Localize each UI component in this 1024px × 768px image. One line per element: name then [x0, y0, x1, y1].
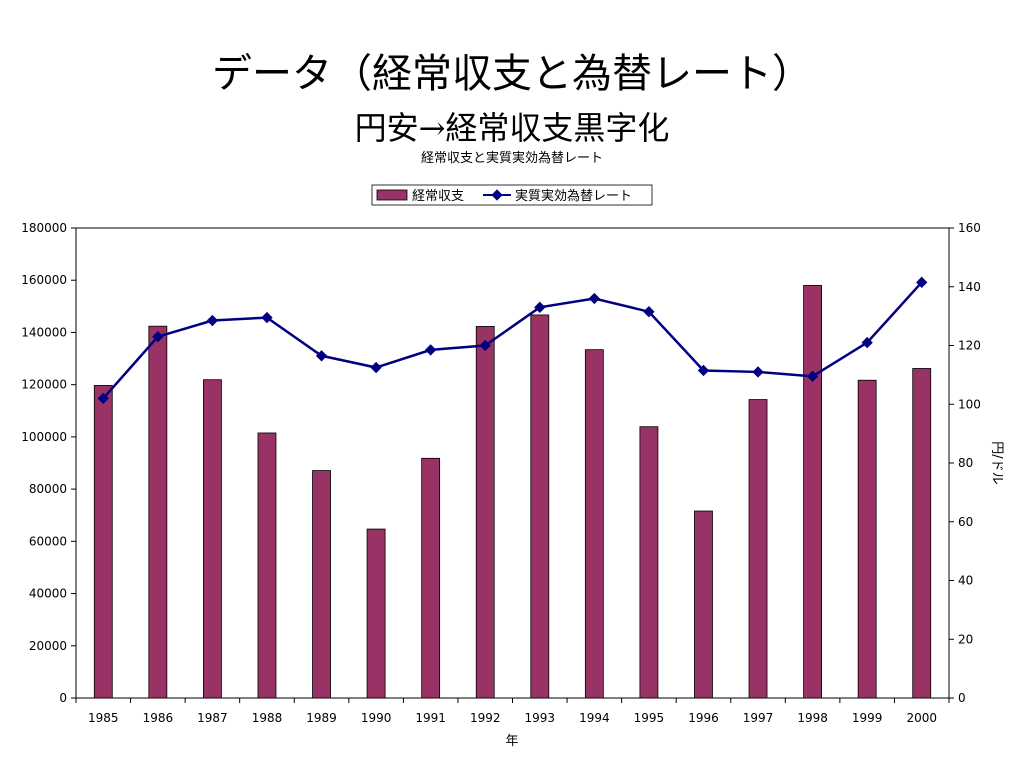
bar-1998 [803, 285, 822, 699]
line-point-1996 [697, 364, 710, 377]
y-tick-label: 120000 [21, 378, 67, 392]
y2-tick-label: 20 [958, 632, 973, 646]
bar-1986 [148, 325, 168, 699]
y2-tick-label: 40 [958, 574, 973, 588]
bar-1993 [530, 314, 550, 699]
x-tick-label: 1995 [634, 711, 665, 725]
x-tick-label: 1994 [579, 711, 610, 725]
y-tick-label: 40000 [29, 587, 67, 601]
legend-label-bar: 経常収支 [412, 189, 464, 204]
legend-swatch-bar [376, 189, 408, 201]
y-tick-label: 100000 [21, 430, 67, 444]
y2-tick-label: 120 [958, 339, 981, 353]
line-point-1992 [479, 339, 491, 352]
bar-1987 [203, 379, 222, 699]
y-tick-label: 80000 [29, 482, 67, 496]
bar-1985 [93, 385, 113, 699]
bar-1988 [257, 432, 277, 699]
x-axis-title: 年 [505, 734, 518, 749]
bar-1994 [584, 349, 604, 699]
x-tick-label: 1988 [252, 711, 283, 725]
x-tick-label: 1998 [797, 711, 828, 725]
x-tick-label: 1986 [143, 711, 174, 725]
slide-title: データ（経常収支と為替レート） [212, 51, 812, 97]
x-tick-label: 1997 [743, 711, 774, 725]
line-point-1988 [261, 311, 273, 324]
y2-tick-label: 0 [958, 691, 966, 705]
y-tick-label: 60000 [29, 534, 67, 548]
y2-tick-label: 140 [958, 280, 981, 294]
legend-box [371, 184, 653, 206]
line-point-1993 [534, 301, 546, 313]
x-tick-label: 1990 [361, 711, 392, 725]
line-point-1990 [370, 361, 382, 374]
chart-title: 経常収支と実質実効為替レート [421, 150, 603, 166]
x-tick-label: 1991 [415, 711, 446, 725]
y2-tick-label: 80 [958, 456, 973, 470]
bar-2000 [912, 368, 932, 699]
bar-1997 [748, 399, 768, 699]
bar-1991 [421, 457, 441, 699]
x-tick-label: 1985 [88, 711, 119, 725]
x-tick-label: 1999 [852, 711, 883, 725]
line-point-1998 [806, 370, 819, 383]
x-tick-label: 1992 [470, 711, 501, 725]
y-tick-label: 140000 [21, 325, 67, 339]
bar-1996 [694, 510, 713, 699]
line-point-1997 [752, 366, 764, 378]
line-point-1991 [424, 344, 437, 356]
bar-1990 [366, 528, 386, 699]
x-tick-label: 1989 [306, 711, 337, 725]
y-tick-label: 180000 [21, 221, 67, 235]
legend: 経常収支 実質実効為替レート [371, 184, 653, 206]
y-tick-label: 160000 [21, 273, 67, 287]
line-point-2000 [916, 276, 928, 289]
y2-tick-label: 160 [958, 221, 981, 235]
x-tick-label: 1996 [688, 711, 719, 725]
line-point-1994 [588, 292, 601, 305]
legend-marker [491, 189, 503, 201]
line-point-1995 [643, 306, 655, 318]
y-tick-label: 20000 [29, 639, 67, 653]
slide-subtitle: 円安→経常収支黒字化 [354, 109, 670, 147]
y2-axis-title: 円/ドル [989, 441, 1004, 484]
legend-label-line: 実質実効為替レート [515, 188, 632, 204]
line-point-1986 [152, 331, 164, 343]
line-series [102, 281, 923, 400]
bar-1989 [312, 470, 331, 699]
x-tick-label: 1993 [525, 711, 556, 725]
bar-1992 [475, 326, 495, 699]
y2-tick-label: 100 [958, 397, 981, 411]
line-point-1987 [206, 314, 219, 327]
x-tick-label: 2000 [906, 711, 937, 725]
line-point-1989 [315, 350, 328, 362]
y2-tick-label: 60 [958, 515, 973, 529]
bar-1995 [639, 426, 659, 699]
x-tick-label: 1987 [197, 711, 228, 725]
y-tick-label: 0 [59, 691, 67, 705]
bar-1999 [857, 379, 877, 699]
line-point-1999 [861, 336, 873, 349]
